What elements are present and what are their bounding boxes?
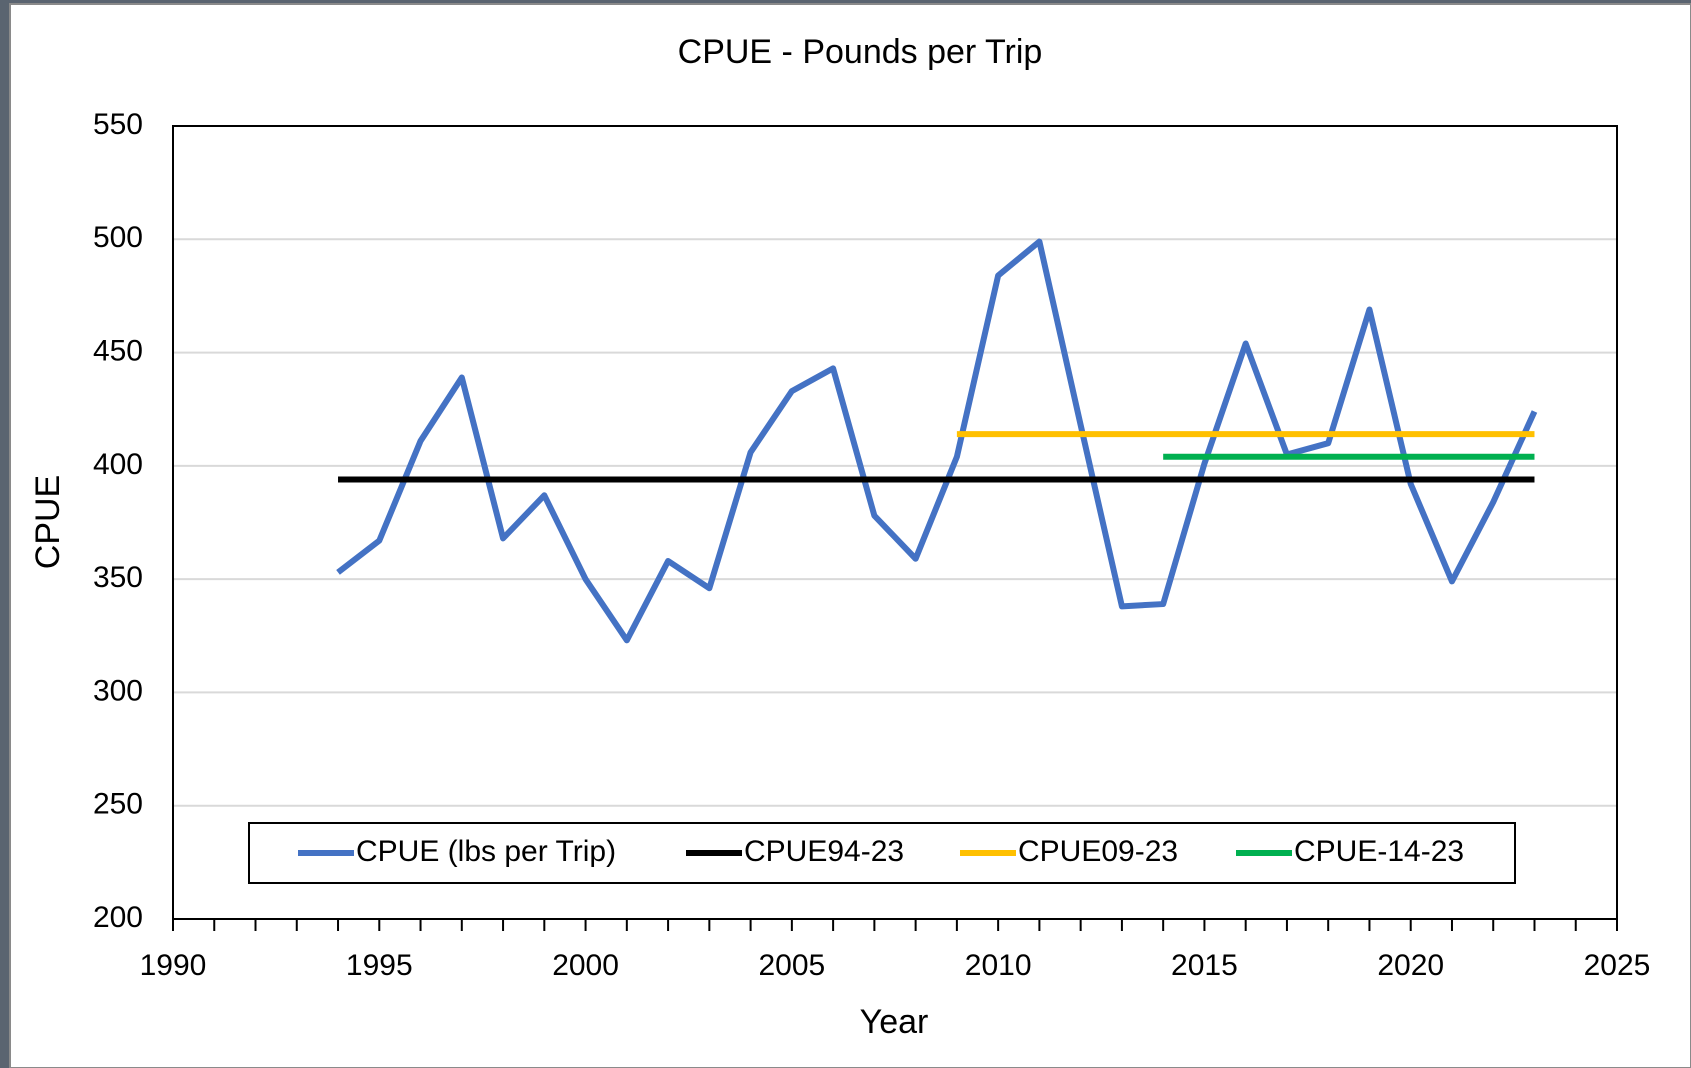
legend-label: CPUE09-23 bbox=[1018, 835, 1178, 868]
plot-border bbox=[172, 125, 1618, 920]
legend-box bbox=[248, 822, 1516, 884]
x-tick-label: 2015 bbox=[1171, 949, 1238, 982]
legend-label: CPUE (lbs per Trip) bbox=[356, 835, 616, 868]
y-tick-label: 300 bbox=[93, 674, 143, 707]
chart-area bbox=[9, 3, 1691, 1068]
x-tick-label: 2010 bbox=[965, 949, 1032, 982]
y-tick-label: 250 bbox=[93, 788, 143, 821]
x-tick-label: 2000 bbox=[552, 949, 619, 982]
x-tick-label: 2025 bbox=[1584, 949, 1651, 982]
data-line bbox=[336, 238, 1538, 644]
y-tick-label: 450 bbox=[93, 334, 143, 367]
y-axis-label: CPUE bbox=[29, 475, 67, 569]
legend-label: CPUE94-23 bbox=[744, 835, 904, 868]
x-axis-label: Year bbox=[860, 1003, 929, 1041]
y-tick-label: 350 bbox=[93, 561, 143, 594]
y-tick-label: 500 bbox=[93, 221, 143, 254]
x-tick-label: 1995 bbox=[346, 949, 413, 982]
x-tick-label: 2020 bbox=[1377, 949, 1444, 982]
y-tick-label: 200 bbox=[93, 901, 143, 934]
x-tick-label: 2005 bbox=[758, 949, 825, 982]
chart-title: CPUE - Pounds per Trip bbox=[678, 33, 1043, 71]
y-tick-label: 550 bbox=[93, 108, 143, 141]
y-tick-label: 400 bbox=[93, 448, 143, 481]
x-tick-label: 1990 bbox=[140, 949, 207, 982]
legend-label: CPUE-14-23 bbox=[1294, 835, 1464, 868]
